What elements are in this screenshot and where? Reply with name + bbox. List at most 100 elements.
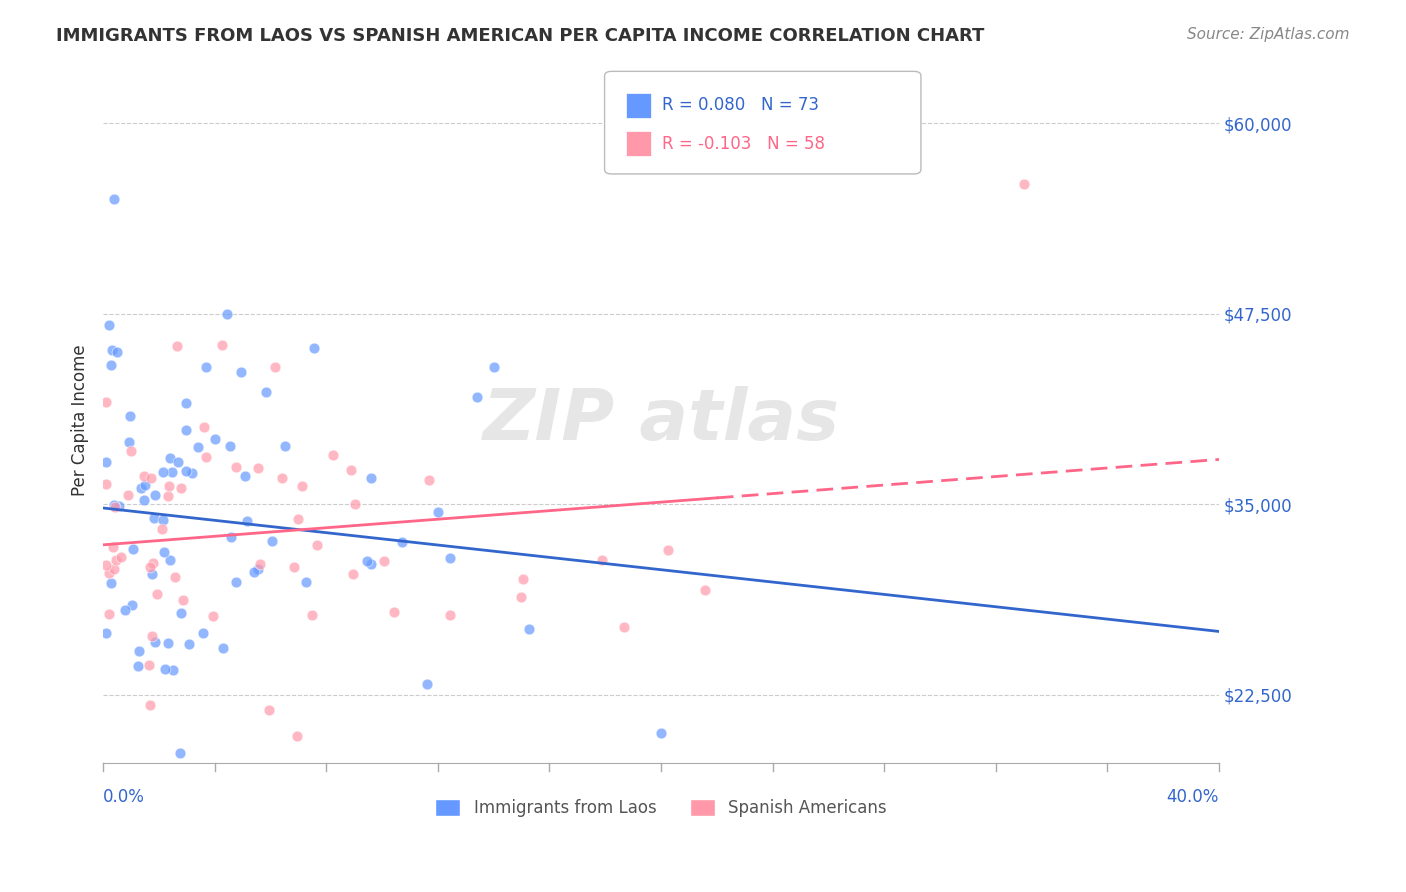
Text: IMMIGRANTS FROM LAOS VS SPANISH AMERICAN PER CAPITA INCOME CORRELATION CHART: IMMIGRANTS FROM LAOS VS SPANISH AMERICAN… bbox=[56, 27, 984, 45]
Point bbox=[134, 492, 156, 507]
Point bbox=[1012, 177, 1035, 191]
Point bbox=[94, 395, 117, 409]
Point bbox=[169, 746, 191, 760]
Point bbox=[127, 659, 149, 673]
Point bbox=[340, 463, 363, 477]
Point bbox=[162, 663, 184, 677]
Point bbox=[128, 644, 150, 658]
Point bbox=[233, 468, 256, 483]
Point bbox=[118, 409, 141, 423]
Point bbox=[143, 488, 166, 502]
Point bbox=[510, 590, 533, 604]
Point bbox=[159, 451, 181, 466]
Point bbox=[382, 605, 405, 619]
Text: 0.0%: 0.0% bbox=[103, 788, 145, 805]
Point bbox=[97, 566, 120, 580]
Point bbox=[285, 729, 308, 743]
Point bbox=[105, 553, 128, 567]
Point bbox=[174, 396, 197, 410]
Point bbox=[194, 450, 217, 464]
Point bbox=[187, 440, 209, 454]
Point bbox=[356, 553, 378, 567]
Point bbox=[153, 544, 176, 558]
Point bbox=[360, 471, 382, 485]
Point bbox=[143, 635, 166, 649]
Point bbox=[118, 435, 141, 450]
Point bbox=[193, 420, 215, 434]
Point bbox=[117, 487, 139, 501]
Point bbox=[295, 575, 318, 590]
Point bbox=[152, 522, 174, 536]
Point bbox=[211, 640, 233, 655]
Point bbox=[138, 658, 160, 673]
Point bbox=[157, 479, 180, 493]
Point bbox=[695, 583, 717, 598]
Point bbox=[166, 339, 188, 353]
Text: Source: ZipAtlas.com: Source: ZipAtlas.com bbox=[1187, 27, 1350, 42]
Point bbox=[657, 543, 679, 558]
Point bbox=[94, 454, 117, 468]
Point bbox=[174, 463, 197, 477]
Point bbox=[129, 481, 152, 495]
Point bbox=[145, 804, 167, 818]
Text: 40.0%: 40.0% bbox=[1167, 788, 1219, 805]
Point bbox=[291, 479, 314, 493]
Point bbox=[418, 473, 440, 487]
Point bbox=[302, 341, 325, 355]
Point bbox=[156, 489, 179, 503]
Point bbox=[179, 637, 201, 651]
Point bbox=[104, 500, 127, 514]
Point bbox=[482, 359, 505, 374]
Point bbox=[101, 343, 124, 358]
Point bbox=[256, 384, 278, 399]
Point bbox=[204, 432, 226, 446]
Point bbox=[146, 587, 169, 601]
Point bbox=[165, 770, 187, 784]
Point bbox=[152, 465, 174, 479]
Point bbox=[134, 478, 156, 492]
Text: R = 0.080   N = 73: R = 0.080 N = 73 bbox=[662, 96, 820, 114]
Point bbox=[650, 725, 672, 739]
Point bbox=[100, 359, 122, 373]
Point bbox=[139, 559, 162, 574]
Point bbox=[426, 505, 449, 519]
Point bbox=[98, 607, 121, 622]
Y-axis label: Per Capita Income: Per Capita Income bbox=[72, 344, 89, 496]
Point bbox=[170, 481, 193, 495]
Point bbox=[591, 553, 613, 567]
Point bbox=[170, 607, 193, 621]
Point bbox=[439, 607, 461, 622]
Point bbox=[94, 558, 117, 572]
Point bbox=[246, 562, 269, 576]
Point bbox=[167, 455, 190, 469]
Point bbox=[105, 344, 128, 359]
Point bbox=[274, 439, 297, 453]
Point bbox=[193, 626, 215, 640]
Point bbox=[172, 592, 194, 607]
Point bbox=[152, 513, 174, 527]
Legend: Immigrants from Laos, Spanish Americans: Immigrants from Laos, Spanish Americans bbox=[429, 792, 893, 823]
Point bbox=[194, 360, 217, 375]
Point bbox=[174, 423, 197, 437]
Point bbox=[343, 497, 366, 511]
Point bbox=[163, 570, 186, 584]
Point bbox=[156, 636, 179, 650]
Point bbox=[225, 460, 247, 475]
Point bbox=[247, 461, 270, 475]
Point bbox=[360, 557, 382, 571]
Point bbox=[143, 510, 166, 524]
Point bbox=[373, 554, 395, 568]
Point bbox=[153, 662, 176, 676]
Point bbox=[121, 598, 143, 612]
Point bbox=[120, 444, 142, 458]
Point bbox=[108, 499, 131, 513]
Point bbox=[180, 466, 202, 480]
Point bbox=[103, 562, 125, 576]
Point bbox=[342, 566, 364, 581]
Point bbox=[229, 366, 252, 380]
Point bbox=[103, 498, 125, 512]
Point bbox=[219, 439, 242, 453]
Point bbox=[94, 626, 117, 640]
Point bbox=[134, 469, 156, 483]
Point bbox=[512, 572, 534, 586]
